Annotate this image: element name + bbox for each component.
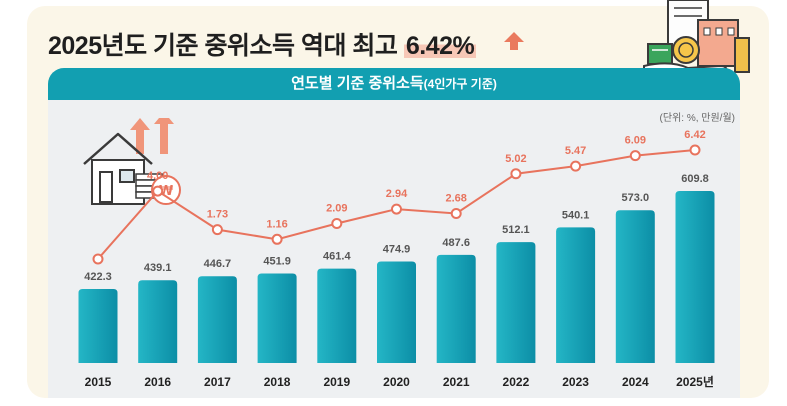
x-tick-label: 2020 <box>383 375 410 389</box>
rate-point <box>510 168 522 180</box>
rate-label: 6.09 <box>625 135 646 147</box>
bar-value-label: 422.3 <box>84 271 112 283</box>
bar-2015 <box>78 289 118 363</box>
rate-point <box>152 185 164 197</box>
bar-2017 <box>197 276 237 363</box>
bar-2024 <box>615 210 655 363</box>
rate-point <box>331 218 343 230</box>
headline: 2025년도 기준 중위소득 역대 최고 6.42% <box>48 26 477 62</box>
bar-2022 <box>496 242 536 363</box>
x-tick-label: 2022 <box>503 375 530 389</box>
unit-note: (단위: %, 만원/월) <box>659 113 735 124</box>
rate-point <box>271 233 283 245</box>
bar-value-label: 451.9 <box>263 256 291 268</box>
chart-banner: 연도별 기준 중위소득(4인가구 기준) <box>48 68 740 100</box>
bar-value-label: 609.8 <box>681 173 709 185</box>
bar-value-label: 512.1 <box>502 224 530 236</box>
bar-2018 <box>257 273 297 363</box>
x-tick-label: 2024 <box>622 375 649 389</box>
bar-2021 <box>436 254 476 363</box>
bar-2025년 <box>675 191 715 363</box>
rate-point <box>92 253 104 265</box>
bar-value-label: 439.1 <box>144 262 172 274</box>
bar-value-label: 474.9 <box>383 244 411 256</box>
bar-value-label: 461.4 <box>323 251 351 263</box>
rate-label: 4.00 <box>147 170 168 182</box>
bar-value-label: 540.1 <box>562 209 590 221</box>
x-tick-label: 2016 <box>144 375 171 389</box>
rate-label: 1.16 <box>266 218 287 230</box>
rate-point <box>391 203 402 215</box>
x-tick-label: 2025년 <box>676 375 714 389</box>
headline-text: 2025년도 기준 중위소득 역대 최고 <box>48 32 404 60</box>
x-tick-label: 2019 <box>323 375 350 389</box>
headline-highlight: 6.42% <box>403 32 477 60</box>
bar-value-label: 487.6 <box>442 237 470 249</box>
banner-subtitle: (4인가구 기준) <box>423 77 497 91</box>
x-tick-label: 2018 <box>264 375 291 389</box>
rate-point <box>570 160 582 172</box>
rate-label: 2.09 <box>326 203 347 215</box>
rate-point <box>450 207 462 219</box>
rate-label: 1.73 <box>207 209 228 221</box>
rate-point <box>211 224 223 236</box>
buildings-coin-hand-icon <box>643 0 750 82</box>
x-tick-label: 2015 <box>85 375 112 389</box>
rate-label: 6.42 <box>684 129 705 141</box>
x-tick-label: 2017 <box>204 375 231 389</box>
rate-label: 2.94 <box>386 188 408 200</box>
rate-label: 2.68 <box>445 192 466 204</box>
rate-label: 5.47 <box>565 145 586 157</box>
bar-2019 <box>317 268 357 363</box>
banner-title: 연도별 기준 중위소득 <box>291 75 424 92</box>
bar-value-label: 573.0 <box>622 192 650 204</box>
bar-2023 <box>556 227 596 363</box>
bar-value-label: 446.7 <box>204 258 232 270</box>
rate-label: 5.02 <box>505 153 526 165</box>
rate-point <box>689 144 701 156</box>
x-tick-label: 2021 <box>443 375 470 389</box>
bar-2020 <box>377 261 416 363</box>
bar-2016 <box>138 280 178 363</box>
up-arrow-icon <box>504 32 524 50</box>
rate-point <box>629 150 641 162</box>
x-tick-label: 2023 <box>562 375 589 389</box>
